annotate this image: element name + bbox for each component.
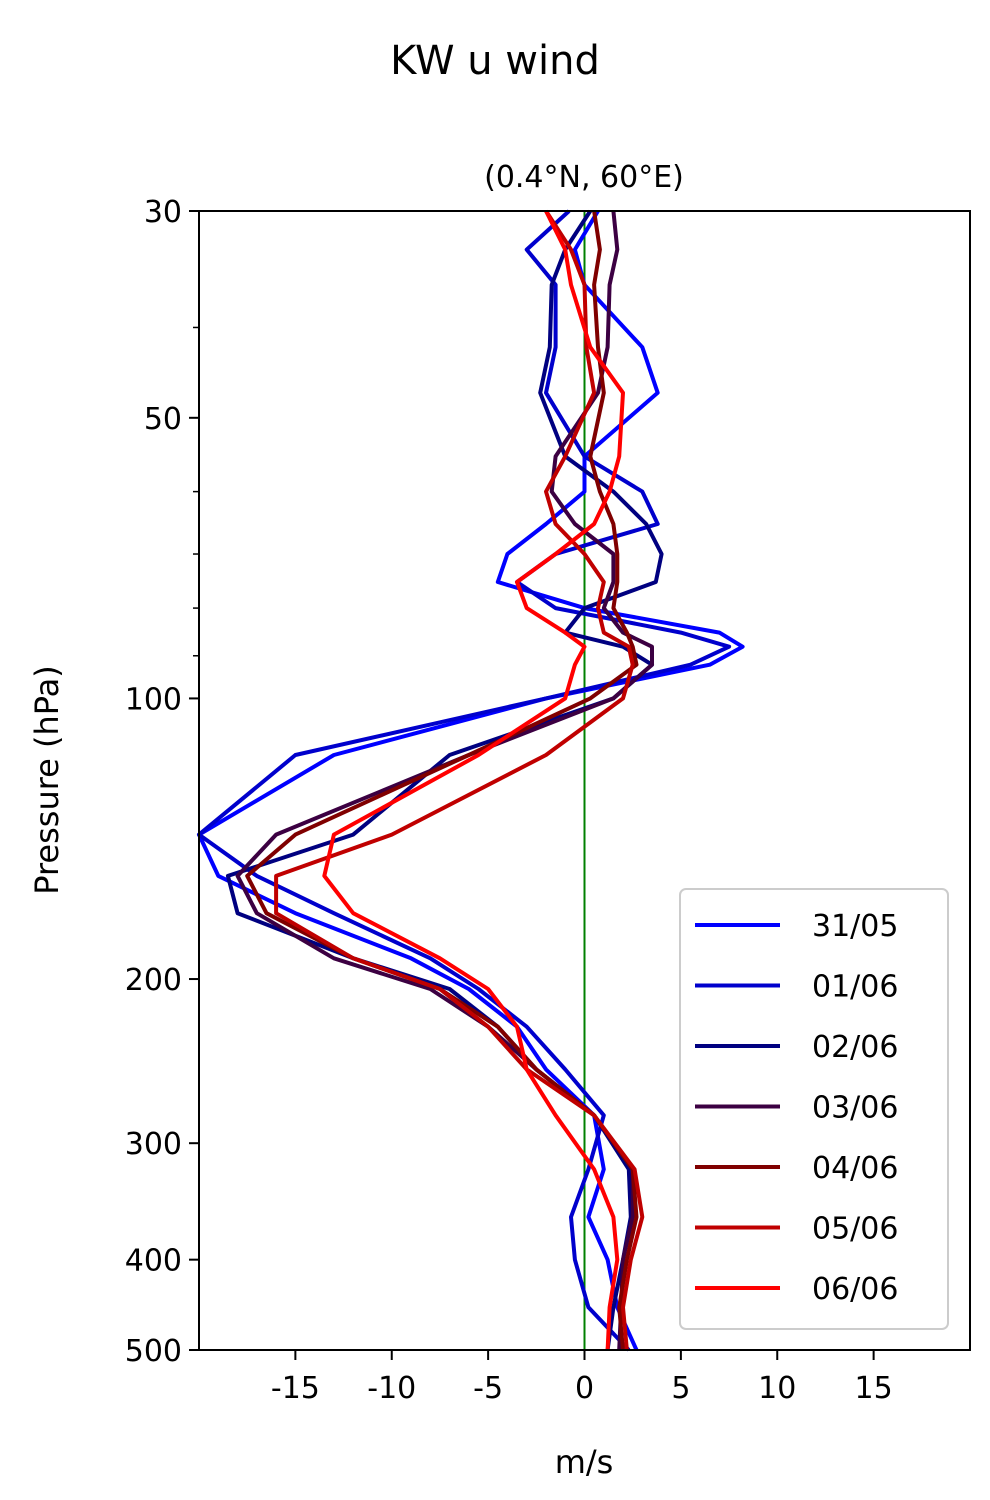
y-tick-label: 400: [125, 1244, 182, 1279]
series-line-04-06: [245, 210, 639, 1351]
x-axis-label: m/s: [555, 1443, 614, 1481]
y-tick-label: 200: [125, 963, 182, 998]
x-tick-label: 0: [575, 1371, 594, 1406]
legend-label: 02/06: [812, 1030, 898, 1065]
series-line-01-06: [197, 209, 732, 1352]
series-line-31-05: [197, 209, 745, 1351]
series-line-03-06: [235, 210, 654, 1351]
legend-label: 31/05: [812, 909, 898, 944]
y-axis-label: Pressure (hPa): [28, 665, 66, 895]
legend: 31/05 01/06 02/06 03/06 04/06 05/06 06/06: [679, 888, 949, 1330]
legend-label: 04/06: [812, 1151, 898, 1186]
x-tick-label: 10: [758, 1371, 796, 1406]
legend-label: 05/06: [812, 1212, 898, 1247]
x-tick-label: -10: [367, 1371, 416, 1406]
x-tick-label: 15: [855, 1371, 893, 1406]
legend-label: 03/06: [812, 1091, 898, 1126]
series-line-05-06: [274, 209, 645, 1351]
figure-title: KW u wind: [390, 38, 600, 84]
series-lines: [197, 209, 745, 1352]
series-line-06-06: [322, 210, 625, 1351]
x-tick-label: -15: [271, 1371, 320, 1406]
y-tick-label: 30: [144, 195, 182, 230]
y-tick-label: 300: [125, 1127, 182, 1162]
x-tick-label: 5: [671, 1371, 690, 1406]
plot-title: (0.4°N, 60°E): [484, 160, 684, 195]
y-tick-label: 500: [125, 1334, 182, 1369]
x-tick-label: -5: [473, 1371, 503, 1406]
legend-box: [679, 888, 949, 1330]
x-axis-ticks: -15 -10 -5 0 5 10 15: [271, 1350, 893, 1406]
plot-area: [197, 209, 745, 1352]
legend-label: 06/06: [812, 1272, 898, 1307]
y-axis-ticks: 30 50 100 200 300 400 500: [125, 195, 199, 1369]
legend-label: 01/06: [812, 970, 898, 1005]
y-tick-label: 100: [125, 682, 182, 717]
y-tick-label: 50: [144, 402, 182, 437]
